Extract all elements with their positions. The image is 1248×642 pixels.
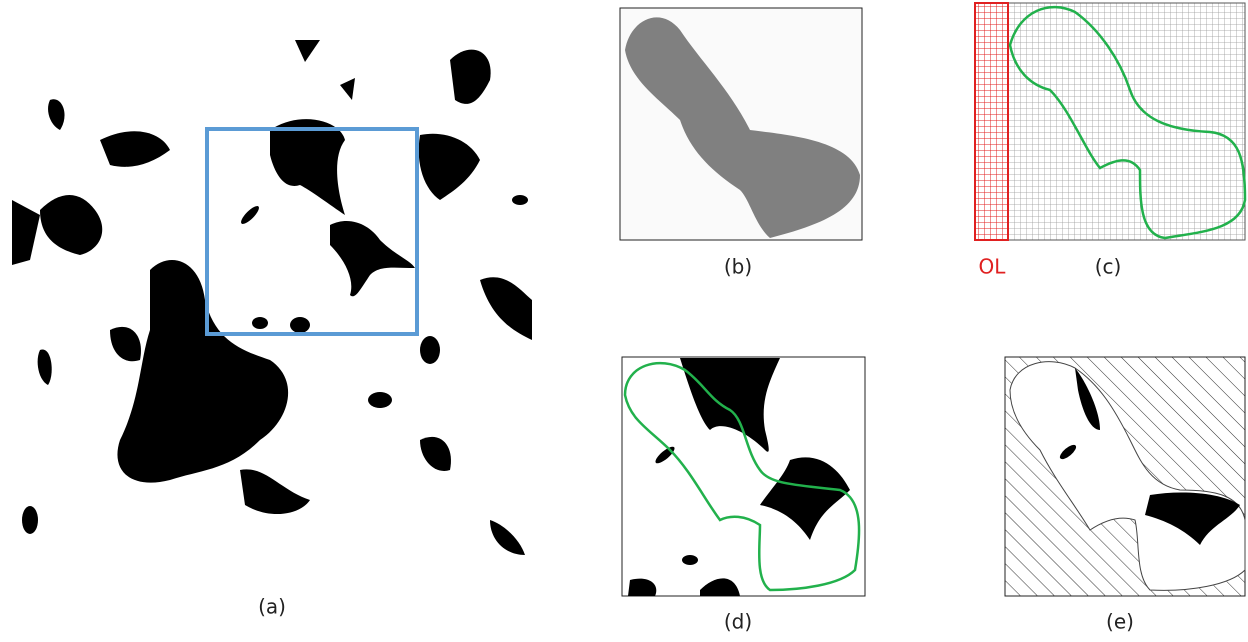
overlap-label: OL	[979, 255, 1007, 279]
figure: (a) (b) OL (c) (d) (e)	[0, 0, 1248, 638]
panel-label: (d)	[724, 610, 752, 634]
panel-c-grid	[975, 3, 1245, 240]
panel-label: (c)	[1095, 255, 1122, 279]
panel-label: (b)	[724, 255, 752, 279]
panel-label: (e)	[1106, 610, 1134, 634]
panel-a	[12, 40, 532, 555]
overlap-region	[975, 3, 1008, 240]
panel-label: (a)	[258, 595, 286, 619]
